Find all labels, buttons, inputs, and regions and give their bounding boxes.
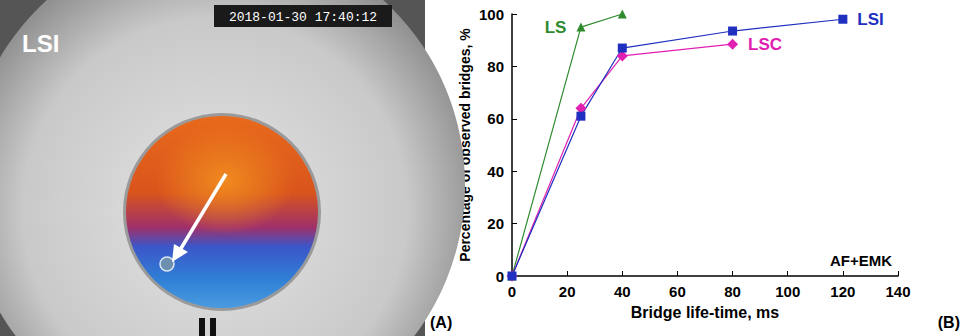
svg-text:40: 40 xyxy=(487,163,504,180)
svg-text:(B): (B) xyxy=(938,314,960,331)
svg-text:0: 0 xyxy=(496,268,504,285)
svg-text:(A): (A) xyxy=(430,314,452,331)
svg-text:Percentage of observed bridges: Percentage of observed bridges, % xyxy=(457,28,473,262)
svg-text:60: 60 xyxy=(669,283,686,300)
svg-text:20: 20 xyxy=(487,215,504,232)
svg-text:20: 20 xyxy=(559,283,576,300)
svg-text:Bridge life-time, ms: Bridge life-time, ms xyxy=(631,304,780,321)
svg-text:LSI: LSI xyxy=(22,30,59,57)
svg-text:60: 60 xyxy=(487,110,504,127)
svg-text:40: 40 xyxy=(614,283,631,300)
svg-text:140: 140 xyxy=(885,283,910,300)
svg-text:80: 80 xyxy=(487,58,504,75)
svg-text:LSI: LSI xyxy=(857,10,883,29)
svg-text:0: 0 xyxy=(508,283,516,300)
svg-text:LS: LS xyxy=(545,18,567,37)
svg-text:80: 80 xyxy=(724,283,741,300)
svg-text:LSC: LSC xyxy=(748,35,782,54)
svg-text:100: 100 xyxy=(479,6,504,23)
svg-text:AF+EMK: AF+EMK xyxy=(830,252,892,269)
svg-text:120: 120 xyxy=(830,283,855,300)
svg-text:2018-01-30 17:40:12: 2018-01-30 17:40:12 xyxy=(229,10,377,25)
svg-text:100: 100 xyxy=(775,283,800,300)
